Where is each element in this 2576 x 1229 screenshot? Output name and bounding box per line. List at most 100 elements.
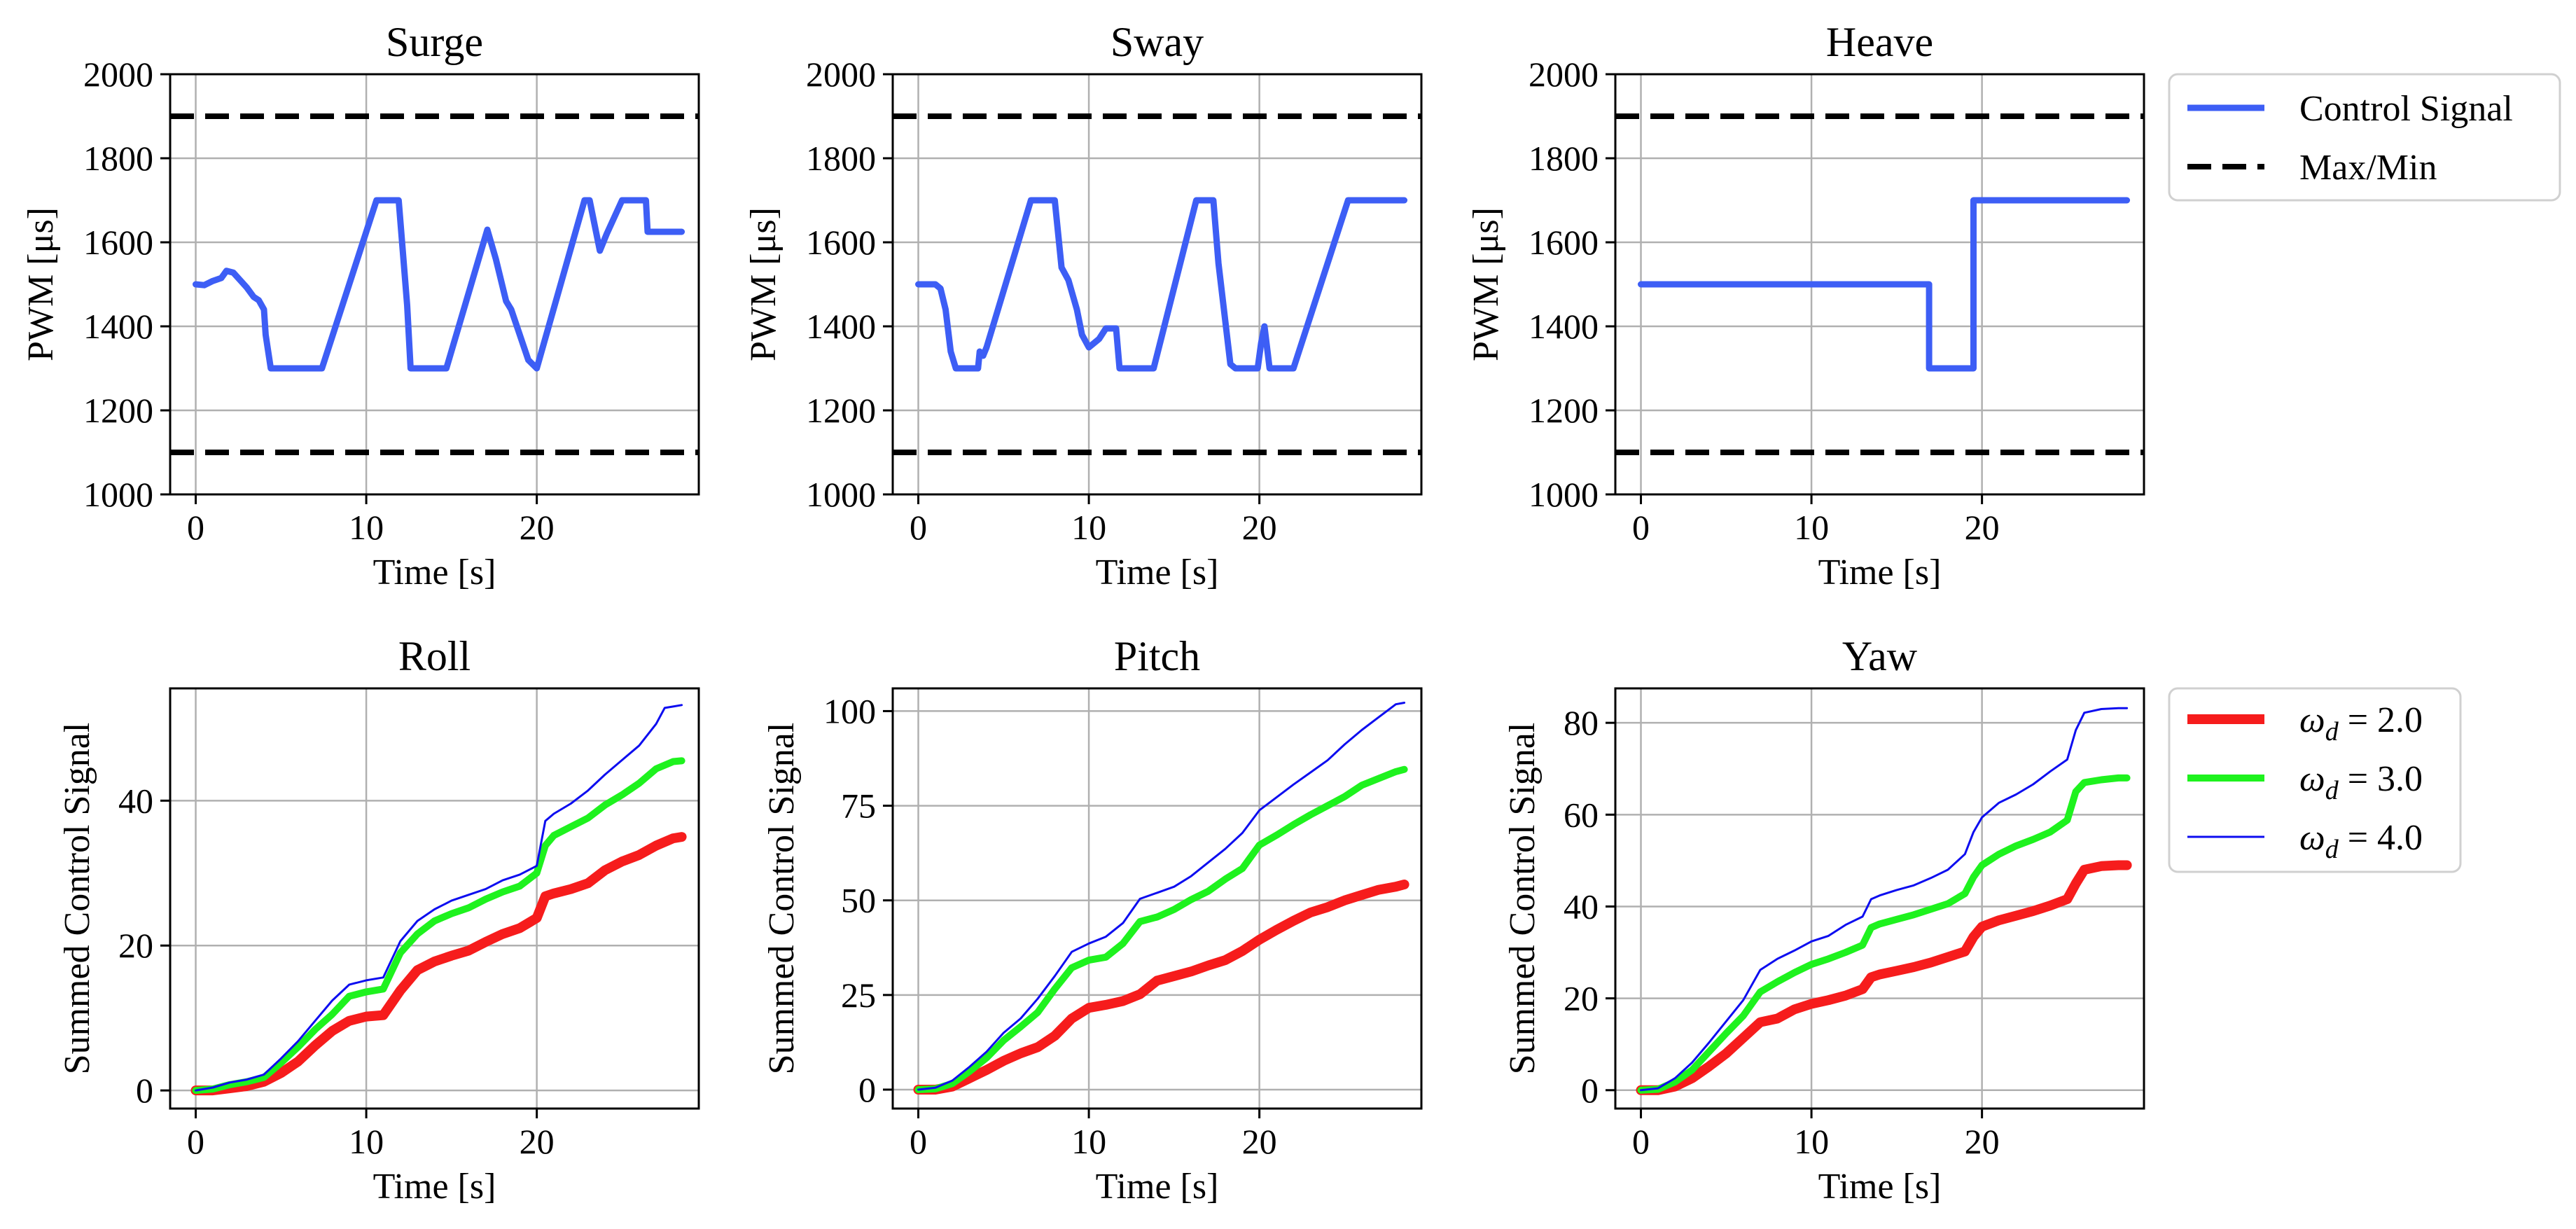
x-tick-label: 0 [910, 508, 927, 547]
x-tick-label: 0 [910, 1122, 927, 1161]
y-tick-label: 1400 [1529, 307, 1599, 346]
y-tick-label: 2000 [83, 55, 153, 94]
legend-symbol: ω [2299, 759, 2325, 799]
series-line-2 [1640, 707, 2129, 1092]
x-tick-label: 10 [1071, 1122, 1106, 1161]
series-group [190, 704, 687, 1096]
y-axis-label: Summed Control Signal [57, 723, 97, 1075]
subplot-surge: 0 10 20 1000 1200 1400 1600 1800 2000 Surge Time [… [21, 19, 700, 592]
plot-frame [1614, 73, 2145, 496]
x-tick-label: 20 [520, 1122, 555, 1161]
series-line-0 [913, 880, 1409, 1095]
legend-label: ωd = 2.0 [2299, 700, 2423, 747]
subplot-title: Sway [1111, 19, 1204, 65]
legend-subscript: d [2325, 835, 2339, 864]
x-tick-label: 10 [1794, 1122, 1829, 1161]
y-tick-label: 1000 [1529, 475, 1599, 514]
x-tick-label: 0 [187, 1122, 204, 1161]
series-line-0 [193, 197, 685, 372]
legend-label: Max/Min [2299, 148, 2437, 188]
legend-subscript: d [2325, 717, 2339, 747]
series-line-0 [915, 197, 1408, 372]
plot-frame [1614, 687, 2145, 1110]
y-tick-label: 0 [1581, 1071, 1599, 1110]
plot-frame [169, 73, 700, 496]
subplot-title: Roll [398, 633, 471, 679]
series-line-1 [1637, 774, 2131, 1094]
y-tick-label: 1000 [806, 475, 876, 514]
subplot-heave: 0 10 20 1000 1200 1400 1600 1800 2000 Heave Time [… [1466, 19, 2145, 592]
y-tick-label: 20 [118, 926, 153, 965]
plot-frame [891, 73, 1423, 496]
y-tick-label: 0 [136, 1071, 153, 1110]
legend-bottom: ωd = 2.0ωd = 3.0ωd = 4.0 [2168, 687, 2462, 873]
y-tick-label: 20 [1564, 979, 1599, 1018]
y-tick-label: 1200 [1529, 391, 1599, 430]
y-axis-label: PWM [μs] [1466, 207, 1506, 361]
y-tick-label: 1600 [806, 223, 876, 262]
subplot-yaw: 0 10 20 0 20 40 60 80 Yaw Time [s] Summed Control … [1503, 633, 2145, 1207]
x-tick-label: 10 [349, 1122, 384, 1161]
subplot-title: Yaw [1842, 633, 1918, 679]
subplot-pitch: 0 10 20 0 25 50 75 100 Pitch Time [s] Summed Contr… [762, 633, 1423, 1207]
y-tick-label: 1200 [83, 391, 153, 430]
y-axis-label: PWM [μs] [21, 207, 61, 361]
y-tick-label: 1800 [83, 139, 153, 178]
y-tick-label: 1000 [83, 475, 153, 514]
x-tick-label: 0 [1632, 1122, 1650, 1161]
x-axis-label: Time [s] [1818, 1167, 1942, 1207]
y-tick-label: 40 [1564, 887, 1599, 926]
x-tick-label: 10 [1071, 508, 1106, 547]
subplot-sway: 0 10 20 1000 1200 1400 1600 1800 2000 Sway Time [s… [744, 19, 1423, 592]
series-group [913, 702, 1409, 1095]
y-tick-label: 1400 [83, 307, 153, 346]
legend-label: Control Signal [2299, 89, 2513, 129]
subplot-title: Heave [1826, 19, 1933, 65]
legend-value: = 3.0 [2339, 759, 2423, 799]
series-line-2 [195, 704, 683, 1092]
y-tick-label: 1200 [806, 391, 876, 430]
x-axis-label: Time [s] [373, 553, 496, 592]
x-tick-label: 0 [1632, 508, 1650, 547]
subplot-roll: 0 10 20 0 20 40 Roll Time [s] Summed Control Sig… [57, 633, 700, 1207]
legend-top: Control Signal Max/Min [2168, 73, 2561, 202]
y-tick-label: 50 [841, 881, 876, 920]
series-line-0 [190, 832, 687, 1096]
y-tick-label: 2000 [1529, 55, 1599, 94]
x-axis-label: Time [s] [1096, 553, 1219, 592]
series-line-0 [1636, 860, 2132, 1095]
series-line-0 [1638, 197, 2131, 372]
y-tick-label: 1800 [806, 139, 876, 178]
y-tick-label: 1600 [83, 223, 153, 262]
y-tick-label: 100 [823, 691, 876, 730]
series-group [1636, 707, 2132, 1095]
y-tick-label: 1400 [806, 307, 876, 346]
plot-frame [169, 687, 700, 1110]
x-tick-label: 0 [187, 508, 204, 547]
legend-symbol: ω [2299, 818, 2325, 858]
subplot-title: Surge [386, 19, 483, 65]
subplot-title: Pitch [1114, 633, 1200, 679]
y-tick-label: 25 [841, 975, 876, 1015]
x-tick-label: 10 [1794, 508, 1829, 547]
series-line-1 [192, 757, 685, 1095]
y-tick-label: 80 [1564, 703, 1599, 742]
x-tick-label: 20 [1242, 508, 1277, 547]
y-tick-label: 0 [858, 1070, 876, 1109]
series-group [1615, 113, 2144, 455]
x-axis-label: Time [s] [1818, 553, 1942, 592]
legend-subscript: d [2325, 776, 2339, 805]
legend-label: ωd = 4.0 [2299, 818, 2423, 864]
series-group [170, 113, 699, 455]
x-tick-label: 20 [1242, 1122, 1277, 1161]
series-group [893, 113, 1421, 455]
x-axis-label: Time [s] [1096, 1167, 1219, 1207]
y-tick-label: 60 [1564, 795, 1599, 834]
y-tick-label: 1800 [1529, 139, 1599, 178]
x-tick-label: 10 [349, 508, 384, 547]
legend-symbol: ω [2299, 700, 2325, 740]
y-tick-label: 2000 [806, 55, 876, 94]
legend-value: = 2.0 [2339, 700, 2423, 740]
y-axis-label: Summed Control Signal [1503, 723, 1543, 1075]
